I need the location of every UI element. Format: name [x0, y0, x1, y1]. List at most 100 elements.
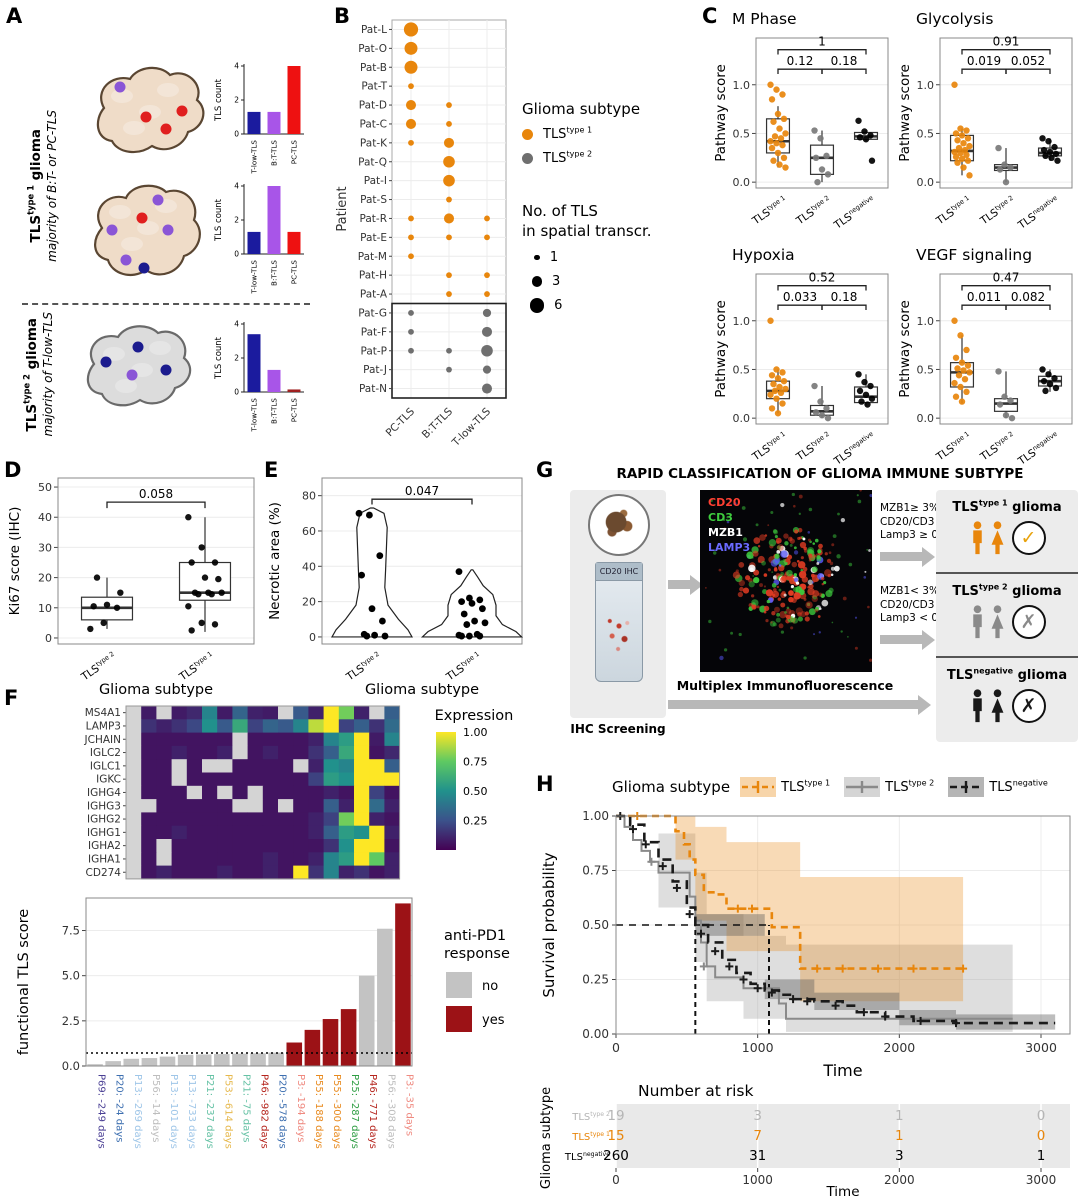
svg-text:IGLC1: IGLC1 [90, 760, 121, 772]
svg-text:IGHA1: IGHA1 [88, 853, 121, 865]
svg-text:P13: -269 days: P13: -269 days [132, 1074, 143, 1149]
panel-h-label: H [536, 772, 554, 796]
svg-text:P56: -308 days: P56: -308 days [385, 1074, 396, 1149]
arrow-to-type1 [880, 546, 935, 567]
svg-text:0.0: 0.0 [733, 176, 751, 189]
svg-text:0.5: 0.5 [733, 127, 751, 140]
svg-text:response: response [444, 946, 510, 962]
svg-text:IGHG3: IGHG3 [87, 800, 121, 812]
svg-text:2: 2 [234, 216, 239, 225]
svg-text:TLStype 1: TLStype 1 [933, 194, 974, 228]
km-legend-title: Glioma subtype [612, 778, 731, 796]
svg-text:P21: -237 days: P21: -237 days [204, 1074, 215, 1149]
svg-text:TLSnegative: TLSnegative [831, 430, 878, 468]
svg-text:0.082: 0.082 [1011, 290, 1045, 304]
person-icon [991, 521, 1003, 555]
svg-text:0: 0 [234, 388, 239, 397]
svg-text:0.052: 0.052 [1011, 54, 1045, 68]
svg-text:2.5: 2.5 [62, 1014, 80, 1028]
tls-type1-subtitle: majority of B:T- or PC-TLS [44, 110, 59, 262]
cross-icon-type2: ✗ [1011, 605, 1046, 639]
km-legend-key: TLSnegative [948, 776, 1048, 798]
subtype-legend-title: Glioma subtype [522, 100, 641, 118]
size-legend-title: No. of TLS in spatial transcr. [522, 202, 652, 240]
svg-text:yes: yes [482, 1013, 505, 1028]
svg-text:CD274: CD274 [86, 867, 122, 879]
svg-text:20: 20 [38, 572, 52, 585]
svg-text:TLStype 2: TLStype 2 [571, 1111, 610, 1123]
legend-type2-label: TLStype 2 [543, 149, 593, 166]
size-legend-item: 1 [522, 250, 697, 265]
svg-text:0.047: 0.047 [405, 484, 439, 498]
svg-text:Pat-S: Pat-S [360, 194, 387, 206]
panel-b-label: B [334, 4, 351, 28]
cross-icon-negative: ✗ [1011, 689, 1046, 723]
svg-text:MS4A1: MS4A1 [85, 707, 121, 719]
tls-count-chart-1: 0 2 4 TLS count T-low-TLS B:T-TLS PC-TLS [214, 62, 304, 175]
type1-dot-icon [522, 129, 533, 140]
person-icon [991, 689, 1003, 723]
ihc-screening-caption: IHC Screening [570, 722, 666, 736]
panel-g-title: RAPID CLASSIFICATION OF GLIOMA IMMUNE SU… [616, 466, 1024, 482]
svg-text:1: 1 [895, 1108, 904, 1124]
svg-text:JCHAIN: JCHAIN [84, 734, 121, 746]
svg-text:Pat-B: Pat-B [360, 62, 387, 74]
svg-text:0.5: 0.5 [733, 363, 751, 376]
panel-f-label: F [4, 686, 19, 710]
svg-text:2: 2 [234, 354, 239, 363]
svg-text:0: 0 [45, 632, 52, 645]
tls-type2-subtitle: majority of T-low-TLS [40, 312, 55, 437]
svg-text:0: 0 [234, 250, 239, 259]
card-negative-title: TLSnegative glioma [946, 666, 1068, 683]
svg-text:VEGF signaling: VEGF signaling [916, 246, 1032, 264]
svg-text:0.019: 0.019 [967, 54, 1001, 68]
panel-a-divider [22, 303, 310, 305]
slide-tissue [596, 581, 642, 681]
svg-text:TLS count: TLS count [214, 336, 224, 380]
svg-text:P46: -771 days: P46: -771 days [367, 1074, 378, 1149]
svg-text:1: 1 [818, 35, 826, 49]
svg-text:TLStype 1: TLStype 1 [749, 194, 790, 228]
svg-text:0.18: 0.18 [831, 54, 858, 68]
svg-text:TLStype 2: TLStype 2 [977, 430, 1018, 464]
svg-text:P25: -287 days: P25: -287 days [349, 1074, 360, 1149]
svg-text:0.5: 0.5 [917, 363, 935, 376]
tissue-magnifier-icon [588, 494, 650, 556]
svg-text:Number at risk: Number at risk [638, 1082, 753, 1100]
card-divider-1 [936, 572, 1078, 574]
svg-text:1.0: 1.0 [733, 315, 751, 328]
svg-text:P20: -24 days: P20: -24 days [114, 1074, 125, 1142]
functional-tls-barchart: 0.0 2.5 5.0 7.5 P69: -249 days P20: -24 days P… [16, 897, 510, 1149]
type2-dot-icon [522, 153, 533, 164]
size-legend-item: 3 [522, 274, 697, 289]
svg-text:P69: -249 days: P69: -249 days [96, 1074, 107, 1149]
svg-text:Glioma subtype: Glioma subtype [365, 682, 479, 698]
svg-text:260: 260 [603, 1148, 629, 1164]
person-icon [972, 605, 982, 639]
size-legend-items: 1 3 6 [522, 250, 697, 313]
svg-text:1: 1 [895, 1128, 904, 1144]
svg-text:T-low-TLS: T-low-TLS [449, 405, 493, 449]
svg-text:2000: 2000 [884, 1173, 915, 1187]
svg-text:CD20: CD20 [708, 496, 741, 509]
svg-text:0: 0 [1037, 1108, 1046, 1124]
svg-text:Pat-M: Pat-M [358, 251, 387, 263]
svg-text:0.033: 0.033 [783, 290, 817, 304]
svg-text:7.5: 7.5 [62, 924, 80, 938]
svg-text:0: 0 [612, 1173, 620, 1187]
size-dot-icon [531, 276, 542, 287]
svg-text:1.00: 1.00 [463, 726, 488, 739]
svg-text:MZB1: MZB1 [708, 526, 743, 539]
panel-e-label: E [264, 458, 279, 482]
svg-text:0.12: 0.12 [787, 54, 814, 68]
svg-text:0.18: 0.18 [831, 290, 858, 304]
card-divider-2 [936, 656, 1078, 658]
svg-text:no: no [482, 979, 498, 994]
svg-text:4: 4 [234, 320, 239, 329]
svg-text:B:T-TLS: B:T-TLS [270, 260, 279, 286]
svg-text:Glycolysis: Glycolysis [916, 10, 993, 28]
svg-text:P56: -14 days: P56: -14 days [150, 1074, 161, 1142]
